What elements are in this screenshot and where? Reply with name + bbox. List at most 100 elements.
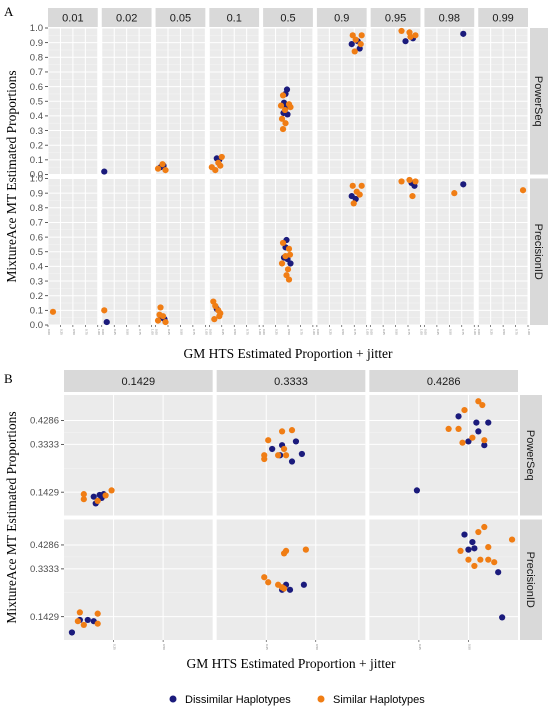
similar-point <box>94 620 101 627</box>
similar-point <box>159 161 166 168</box>
similar-point <box>281 106 289 114</box>
similar-point <box>80 496 87 503</box>
dissimilar-point <box>298 450 306 458</box>
facet-strip-row <box>520 519 542 640</box>
x-tick-label: 0.25 <box>221 329 225 335</box>
dissimilar-point <box>288 458 296 465</box>
x-tick-label: 0.75 <box>192 329 196 335</box>
x-tick-label: 0.25 <box>382 329 386 335</box>
x-tick-label: 1.00 <box>258 329 262 335</box>
similar-point <box>508 536 516 543</box>
similar-point <box>491 559 498 566</box>
facet-strip-col <box>48 8 98 27</box>
y-tick-label: 0.8 <box>30 53 43 64</box>
similar-point <box>451 190 458 197</box>
x-tick-label: 0.25 <box>59 329 63 335</box>
similar-point <box>277 102 285 109</box>
x-tick-label: 0.00 <box>101 329 105 335</box>
dissimilar-point <box>84 616 91 624</box>
x-tick-label: 0.25 <box>113 329 117 335</box>
dissimilar-point <box>455 413 462 420</box>
y-tick-label: 0.0 <box>30 170 43 181</box>
y-tick-label: 0.5 <box>30 96 43 107</box>
similar-point <box>280 585 288 592</box>
x-tick-label: 0.75 <box>353 329 357 335</box>
x-tick-label: 0.00 <box>155 329 159 335</box>
similar-point <box>162 318 169 326</box>
similar-point <box>459 439 466 446</box>
facet-row-label: PowerSeq <box>532 76 544 127</box>
dissimilar-point <box>103 318 110 326</box>
similar-point <box>282 452 290 459</box>
x-tick-label: 0.00 <box>477 329 481 335</box>
x-tick-label: 0.00 <box>47 329 51 335</box>
similar-point <box>278 260 286 267</box>
x-tick-label: 0.50 <box>179 329 183 335</box>
dissimilar-point <box>101 168 108 175</box>
y-tick-label: 0.2 <box>30 140 43 151</box>
similar-point <box>76 609 83 616</box>
similar-point <box>409 192 416 200</box>
dissimilar-point <box>90 493 97 500</box>
similar-point <box>475 528 482 536</box>
x-tick-label: 1.00 <box>473 329 477 335</box>
similar-point <box>357 41 364 48</box>
y-tick-label: 0.6 <box>30 232 43 243</box>
y-tick-label: 0.1429 <box>30 487 59 498</box>
x-tick-label: 0.50 <box>233 329 237 335</box>
dissimilar-point <box>495 569 502 576</box>
similar-point <box>102 492 109 499</box>
legend-swatch-dissimilar <box>169 695 177 703</box>
x-tick-label: 0.75 <box>138 329 142 335</box>
similar-point <box>261 455 268 463</box>
facet-strip-row <box>530 178 548 325</box>
facet-row-label: PrecisionID <box>524 552 536 608</box>
x-tick-label: 0.25 <box>436 329 440 335</box>
panel-background <box>216 519 366 640</box>
similar-point <box>280 445 288 453</box>
facet-strip-label: 0.9 <box>334 13 349 25</box>
similar-point <box>356 191 363 198</box>
dissimilar-point <box>460 181 467 188</box>
facet-strip-label: 0.02 <box>116 13 137 25</box>
x-axis-title: GM HTS Estimated Proportion + jitter <box>184 346 393 361</box>
x-tick-label: 0.50 <box>72 329 76 335</box>
x-tick-label: 0.00 <box>208 329 212 335</box>
dissimilar-point <box>465 438 472 445</box>
similar-point <box>279 92 287 99</box>
similar-point <box>412 32 419 39</box>
similar-point <box>49 308 57 315</box>
similar-point <box>455 425 462 432</box>
y-tick-label: 0.1 <box>30 155 43 166</box>
similar-point <box>398 178 405 185</box>
similar-point <box>479 401 486 409</box>
y-tick-label: 0.3333 <box>30 564 59 575</box>
facet-strip-col <box>209 8 260 27</box>
dissimilar-point <box>292 438 300 445</box>
y-tick-label: 0.4 <box>30 111 43 122</box>
x-tick-label: 0.00 <box>423 329 427 335</box>
facet-strip-label: 0.4286 <box>427 376 461 388</box>
y-tick-label: 1.0 <box>30 23 43 34</box>
dissimilar-point <box>465 546 472 553</box>
similar-point <box>156 311 163 318</box>
dissimilar-point <box>283 86 291 93</box>
facet-strip-row <box>530 28 548 175</box>
similar-point <box>278 115 286 122</box>
similar-point <box>469 434 476 441</box>
x-tick-label: 0.50 <box>287 329 291 335</box>
dissimilar-point <box>460 30 467 37</box>
facet-strip-label: 0.1429 <box>122 376 156 388</box>
similar-point <box>358 32 365 39</box>
y-tick-label: 0.0 <box>30 320 43 331</box>
similar-point <box>80 621 87 629</box>
similar-point <box>457 547 464 554</box>
facet-strip-col <box>216 370 366 392</box>
x-tick-label: 0.00 <box>316 329 320 335</box>
y-tick-label: 0.4286 <box>30 540 59 551</box>
x-tick-label: 0.25 <box>265 644 269 650</box>
similar-point <box>265 437 272 444</box>
similar-point <box>519 187 527 194</box>
facet-strip-label: 0.99 <box>492 13 513 25</box>
